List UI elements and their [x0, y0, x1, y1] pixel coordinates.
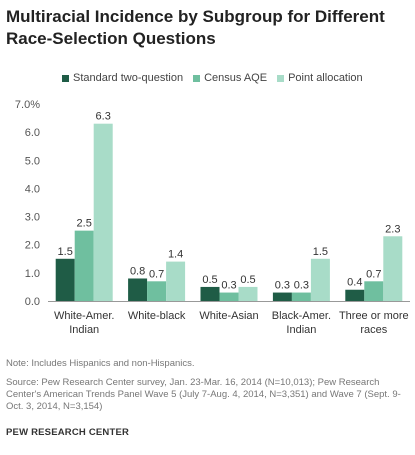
category-label: White-Amer. — [54, 310, 115, 322]
y-tick-label: 6.0 — [25, 127, 40, 139]
y-tick-label: 0.0 — [25, 296, 40, 308]
data-label: 0.3 — [221, 280, 236, 292]
legend-item: Census AQE — [193, 72, 267, 84]
data-label: 2.3 — [385, 223, 400, 235]
legend-item: Standard two-question — [62, 72, 183, 84]
data-label: 0.3 — [275, 280, 290, 292]
category-label: Indian — [69, 324, 99, 336]
legend: Standard two-question Census AQE Point all… — [62, 72, 363, 84]
category-label: Three or more — [339, 310, 409, 322]
bar — [128, 278, 148, 301]
bar — [310, 258, 330, 301]
legend-label: Census AQE — [204, 72, 268, 84]
category-label: White-black — [128, 310, 186, 322]
legend-label: Point allocation — [288, 72, 363, 84]
bar — [166, 261, 186, 301]
chart-credit: PEW RESEARCH CENTER — [6, 427, 130, 438]
y-tick-label: 1.0 — [25, 268, 40, 280]
chart-title: Multiracial Incidence by Subgroup for Di… — [6, 7, 385, 48]
bar-chart: 0.0 1.0 2.0 3.0 4.0 5.0 6.0 7.0% 1.5 2.5 6.3 White-… — [15, 99, 410, 336]
legend-label: Standard two-question — [73, 72, 184, 84]
data-label: 2.5 — [77, 218, 92, 230]
data-label: 0.7 — [366, 268, 381, 280]
bar — [200, 286, 220, 301]
data-label: 1.5 — [313, 246, 328, 258]
y-tick-label: 7.0% — [15, 99, 40, 111]
data-label: 6.3 — [96, 111, 111, 123]
chart-note: Note: Includes Hispanics and non-Hispani… — [6, 358, 195, 369]
data-label: 0.7 — [149, 268, 164, 280]
legend-swatch — [193, 74, 201, 82]
data-label: 1.4 — [168, 249, 183, 261]
y-tick-label: 5.0 — [25, 155, 40, 167]
legend-item: Point allocation — [277, 72, 363, 84]
bar — [147, 281, 167, 301]
y-tick-label: 2.0 — [25, 240, 40, 252]
bar — [272, 292, 292, 301]
bar — [219, 292, 239, 301]
legend-swatch — [62, 74, 69, 82]
category-label: Indian — [286, 324, 316, 336]
y-tick-label: 3.0 — [25, 212, 40, 224]
data-label: 0.4 — [347, 277, 362, 289]
data-label: 0.3 — [294, 280, 309, 292]
category-label: races — [360, 324, 387, 336]
bar — [364, 281, 384, 301]
bar — [74, 230, 94, 301]
data-label: 1.5 — [58, 246, 73, 258]
bar — [238, 286, 258, 301]
bar — [345, 289, 365, 301]
data-label: 0.5 — [240, 274, 255, 286]
bar — [93, 123, 113, 301]
chart-source: Source: Pew Research Center survey, Jan.… — [6, 377, 401, 412]
bar — [291, 292, 311, 301]
category-label: Black-Amer. — [272, 310, 331, 322]
data-label: 0.8 — [130, 265, 145, 277]
category-label: White-Asian — [199, 310, 258, 322]
bar — [383, 236, 403, 301]
legend-swatch — [277, 74, 285, 82]
bar — [55, 258, 75, 301]
y-tick-label: 4.0 — [25, 183, 40, 195]
data-label: 0.5 — [202, 274, 217, 286]
